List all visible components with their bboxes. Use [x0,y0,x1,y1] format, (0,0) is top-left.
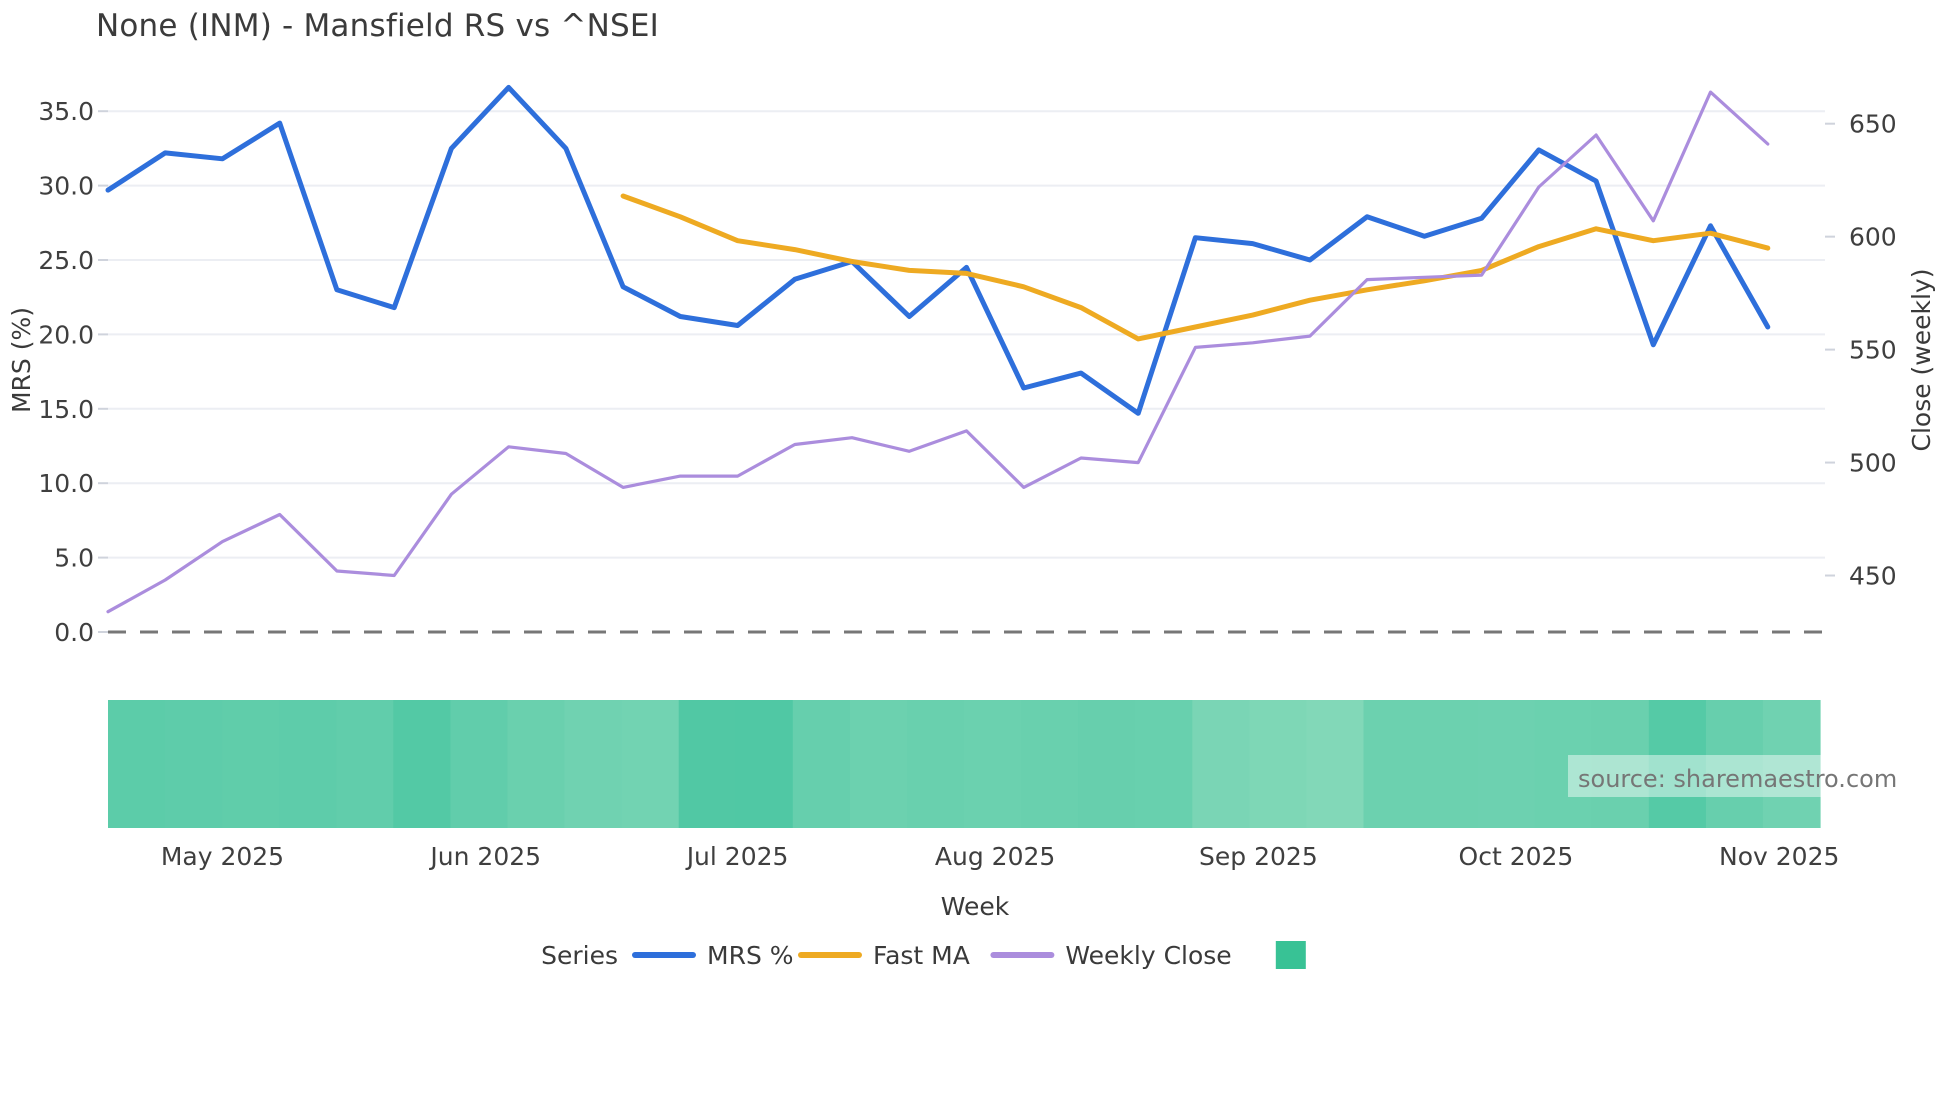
watermark: source: sharemaestro.com [1568,755,1908,797]
heat-band-cell [1648,700,1707,828]
heat-band-cell [1705,700,1764,828]
heat-band-cell [1021,700,1079,828]
y-axis-left-tick-label: 5.0 [54,544,94,573]
x-axis-tick-label: Jul 2025 [685,842,789,871]
chart-title: None (INM) - Mansfield RS vs ^NSEI [96,8,659,44]
heat-band-cell [735,700,794,828]
legend-item[interactable]: Fast MA [798,941,970,970]
heat-band-cell [1591,700,1650,828]
heat-band-cell [450,700,509,828]
heat-band-cell [564,700,623,828]
y-axis-right-tick-label: 600 [1849,223,1897,252]
x-axis-tick-label: Oct 2025 [1459,842,1574,871]
watermark-backdrop [1568,755,1908,797]
y-axis-left-tick-label: 10.0 [38,469,94,498]
y-axis-left-tick-label: 15.0 [38,395,94,424]
heat-band-cell [1135,700,1193,828]
x-axis-tick-label: May 2025 [161,842,284,871]
series-lines-group [105,84,1771,614]
heat-band-cell [1249,700,1307,828]
legend-item[interactable]: Weekly Close [990,941,1232,970]
legend-item[interactable] [1275,941,1306,969]
x-axis-tick-label: Aug 2025 [935,842,1055,871]
y-axis-right-ticks: 450 500 550 600 650 [1825,110,1897,591]
y-axis-right-tick-label: 550 [1849,336,1897,365]
heat-band-cell [507,700,566,828]
legend[interactable]: Series MRS % Fast MA Weekly Close [541,941,1306,970]
legend-item[interactable]: MRS % [632,941,794,970]
heat-band-cell [1534,700,1593,828]
heat-band-cell [336,700,394,828]
x-axis-ticks: May 2025 Jun 2025 Jul 2025 Aug 2025 Sep 2025… [161,842,1840,871]
y-axis-right-tick-label: 650 [1849,110,1897,139]
heat-band-cell [279,700,337,828]
heat-band-cell [165,700,223,828]
heat-band-cell [222,700,280,828]
y-axis-left-tick-label: 20.0 [38,320,94,349]
y-axis-left-tick-label: 0.0 [54,618,94,647]
y-axis-left-tick-label: 25.0 [38,246,94,275]
heat-band-cell [1420,700,1479,828]
y-axis-left-tick-label: 30.0 [38,172,94,201]
series-line-weekly-close [106,90,1770,614]
y-axis-left-tick-label: 35.0 [38,97,94,126]
x-axis-tick-label: Sep 2025 [1199,842,1318,871]
heat-band-cell [1306,700,1365,828]
heat-band-cell [1363,700,1422,828]
series-line-fast-ma [620,193,1771,342]
legend-title: Series [541,941,618,970]
heat-band-cell [1477,700,1536,828]
heat-band-cell [964,700,1022,828]
y-axis-right-tick-label: 500 [1849,449,1897,478]
watermark-text: source: sharemaestro.com [1578,765,1897,793]
x-axis-tick-label: Nov 2025 [1719,842,1839,871]
legend-swatch-icon[interactable] [1275,941,1306,969]
y-axis-right-tick-label: 450 [1849,562,1897,591]
heat-band-cell [678,700,737,828]
heat-band-cell [906,700,965,828]
gridlines-group [108,110,1825,559]
heat-band-cell [849,700,908,828]
heat-band-cell [1762,700,1821,828]
heat-band-cell [108,700,166,828]
heat-band-cell [621,700,680,828]
heat-band-cell [1192,700,1250,828]
heat-band-group [108,700,1821,828]
heat-band-cell [393,700,451,828]
series-line-mrs [105,84,1771,416]
x-axis-tick-label: Jun 2025 [428,842,541,871]
x-axis-title: Week [941,892,1010,921]
y-axis-right-title: Close (weekly) [1907,269,1936,452]
y-axis-left-title: MRS (%) [7,307,36,413]
legend-item-label[interactable]: Fast MA [873,941,970,970]
legend-item-label[interactable]: MRS % [707,941,794,970]
heat-band-cell [792,700,851,828]
y-axis-left-ticks: 0.0 5.0 10.0 15.0 20.0 25.0 30.0 35.0 [38,97,108,647]
legend-item-label[interactable]: Weekly Close [1065,941,1231,970]
heat-band-cell [1078,700,1136,828]
